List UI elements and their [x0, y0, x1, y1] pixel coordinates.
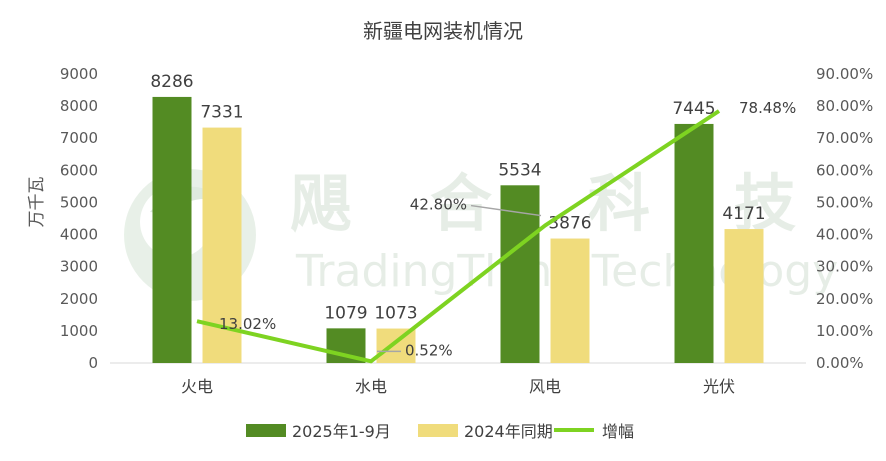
y2-tick-label: 80.00% [816, 97, 873, 115]
growth-line [196, 109, 721, 364]
legend-swatch [246, 424, 286, 437]
y-axis-ticks: 0 1000 2000 3000 4000 5000 6000 7000 8000 9000 [60, 65, 98, 372]
bar-value-label: 8286 [150, 72, 193, 92]
legend: 2025年1-9月 2024年同期 增幅 [246, 422, 634, 441]
y-tick-label: 8000 [60, 97, 98, 115]
y2-tick-label: 70.00% [816, 129, 873, 147]
y-tick-label: 6000 [60, 161, 98, 179]
bar-value-label: 1073 [374, 304, 417, 324]
y-tick-label: 1000 [60, 322, 98, 340]
category-label: 光伏 [703, 377, 735, 396]
legend-label: 2024年同期 [464, 422, 553, 441]
y-tick-label: 4000 [60, 226, 98, 244]
y-axis-label: 万千瓦 [27, 177, 47, 228]
bar-value-label: 7445 [672, 99, 715, 119]
bar-labels: 8286 7331 1079 1073 5534 3876 7445 4171 [150, 72, 765, 324]
y2-tick-label: 10.00% [816, 322, 873, 340]
y-tick-label: 9000 [60, 65, 98, 83]
growth-value-label: 78.48% [739, 99, 796, 117]
legend-item: 2025年1-9月 [246, 422, 391, 441]
y2-tick-label: 50.00% [816, 193, 873, 211]
bar-value-label: 7331 [200, 103, 243, 123]
watermark-char: 技 [734, 167, 796, 240]
y2-tick-label: 30.00% [816, 258, 873, 276]
growth-value-label: 13.02% [219, 315, 276, 333]
watermark-chars: 飓合科技 [290, 167, 796, 240]
bar-value-label: 3876 [548, 214, 591, 234]
bar-value-label: 5534 [498, 160, 541, 180]
bar [674, 123, 714, 364]
y2-tick-label: 60.00% [816, 161, 873, 179]
growth-value-label: 0.52% [405, 341, 453, 359]
bar-value-label: 1079 [324, 303, 367, 323]
legend-item: 2024年同期 [418, 422, 553, 441]
category-label: 火电 [181, 377, 213, 396]
y-tick-label: 3000 [60, 258, 98, 276]
y2-tick-label: 90.00% [816, 65, 873, 83]
y-tick-label: 0 [88, 354, 98, 372]
watermark-char: 合 [430, 167, 492, 240]
watermark-char: 飓 [290, 167, 352, 240]
legend-swatch [418, 424, 458, 437]
legend-item: 增幅 [554, 422, 634, 441]
y-tick-label: 2000 [60, 290, 98, 308]
growth-value-label: 42.80% [410, 196, 467, 214]
bar [724, 229, 764, 363]
y-tick-label: 5000 [60, 193, 98, 211]
y-tick-label: 7000 [60, 129, 98, 147]
category-label: 水电 [355, 377, 387, 396]
category-label: 风电 [529, 377, 561, 396]
y2-axis-ticks: 0.00% 10.00% 20.00% 30.00% 40.00% 50.00% 60.00… [816, 65, 873, 372]
chart-title: 新疆电网装机情况 [363, 19, 523, 43]
bar [376, 328, 416, 363]
y2-tick-label: 20.00% [816, 290, 873, 308]
y2-tick-label: 0.00% [816, 354, 864, 372]
bars [152, 96, 764, 364]
legend-label: 2025年1-9月 [292, 422, 391, 441]
growth-line-layer: 13.02% 0.52% 42.80% 78.48% [196, 99, 796, 364]
y2-tick-label: 40.00% [816, 226, 873, 244]
legend-label: 增幅 [602, 422, 634, 441]
bar [152, 96, 192, 363]
bar-value-label: 4171 [722, 204, 765, 224]
category-labels: 火电 水电 风电 光伏 [181, 377, 735, 396]
leader-line [470, 204, 542, 217]
bar [550, 238, 590, 363]
